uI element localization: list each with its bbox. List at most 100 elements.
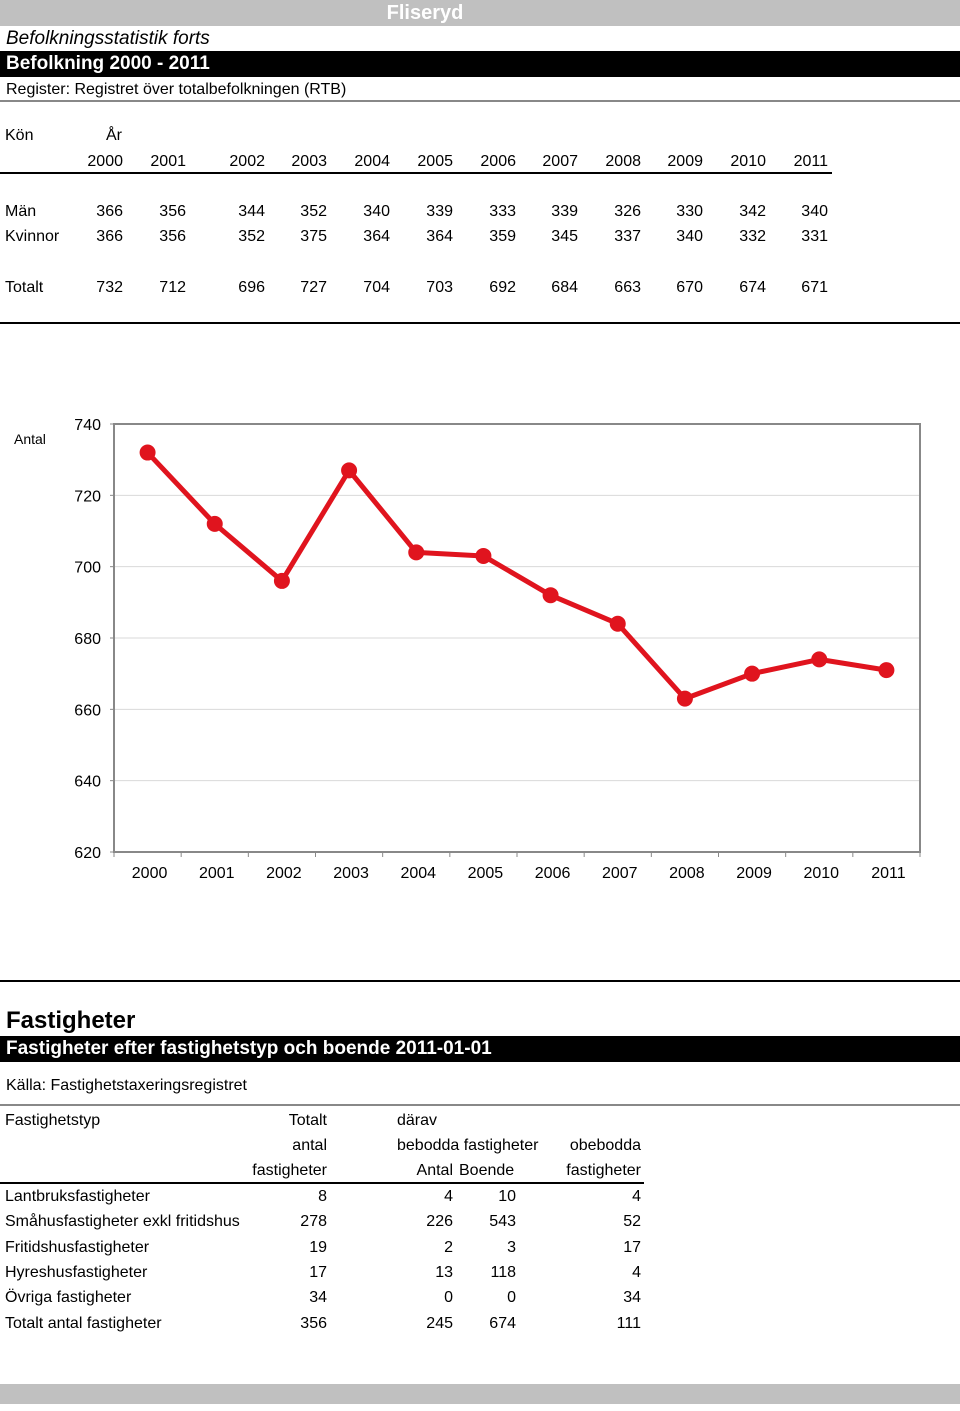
section-title-property: Fastigheter efter fastighetstyp och boen… (0, 1036, 960, 1062)
table-cell: 340 (801, 203, 828, 220)
x-tick-label: 2009 (736, 865, 772, 882)
table-cell: 339 (426, 203, 453, 220)
x-tick-label: 2002 (266, 865, 302, 882)
y-tick-label: 720 (74, 488, 101, 505)
property-count-cell: 2 (444, 1238, 453, 1256)
property-row-label: Totalt antal fastigheter (5, 1314, 162, 1332)
table-cell: 356 (159, 228, 186, 245)
data-point (139, 444, 156, 461)
top-bar (0, 0, 960, 26)
property-count-cell: 226 (426, 1213, 453, 1231)
year-row-underline (0, 172, 832, 174)
data-point (273, 572, 290, 589)
col-count-header: Antal (416, 1162, 453, 1179)
table-cell: 342 (739, 203, 766, 220)
property-total-cell: 356 (300, 1314, 327, 1332)
year-header: 2009 (667, 153, 703, 170)
data-point (744, 665, 761, 682)
property-residents-cell: 674 (489, 1314, 516, 1332)
table-cell: 727 (300, 279, 327, 296)
table-cell: 364 (426, 228, 453, 245)
property-uninhabited-cell: 34 (623, 1289, 641, 1307)
section-title-population: Befolkning 2000 - 2011 (0, 51, 960, 77)
table-divider (0, 322, 960, 324)
year-header: 2002 (229, 153, 265, 170)
property-count-cell: 0 (444, 1289, 453, 1307)
property-total-cell: 17 (309, 1263, 327, 1281)
table-cell: 712 (159, 279, 186, 296)
year-header: 2003 (291, 153, 327, 170)
population-line-chart: 620 640 660 680 700 720 740 2000 2001 2002 2003 20… (14, 417, 921, 882)
table-cell: 352 (300, 203, 327, 220)
series-line (145, 450, 887, 702)
property-residents-cell: 3 (507, 1238, 516, 1256)
table-cell: 366 (96, 228, 123, 245)
x-tick-label: 2010 (803, 865, 839, 882)
table-cell: 670 (676, 279, 703, 296)
property-source: Källa: Fastighetstaxeringsregistret (6, 1077, 247, 1094)
table-cell: 696 (238, 279, 265, 296)
y-axis-label: Antal (14, 431, 46, 447)
table-cell: 352 (238, 228, 265, 245)
property-total-cell: 19 (309, 1238, 327, 1256)
x-tick-label: 2001 (199, 865, 235, 882)
y-tick-label: 740 (74, 417, 101, 434)
x-tick-label: 2003 (333, 865, 369, 882)
property-uninhabited-cell: 52 (623, 1213, 641, 1231)
property-header-divider (0, 1104, 960, 1106)
col-total-header-3: fastigheter (252, 1162, 327, 1179)
y-tick-label: 620 (74, 845, 101, 862)
table-cell: 340 (363, 203, 390, 220)
table-cell: 732 (96, 279, 123, 296)
year-header: 2004 (354, 153, 390, 170)
year-header: 2000 (87, 153, 123, 170)
x-tick-label: 2008 (669, 865, 705, 882)
col-inhabited-header: bebodda fastigheter (397, 1137, 539, 1154)
year-header: 2001 (150, 153, 186, 170)
table-cell: 356 (159, 203, 186, 220)
property-residents-cell: 118 (490, 1263, 516, 1281)
data-point (878, 662, 895, 679)
y-tick-label: 660 (74, 702, 101, 719)
y-tick-label: 680 (74, 631, 101, 648)
col-uninhabited-header-2: fastigheter (566, 1162, 641, 1179)
year-header: 2011 (793, 153, 828, 170)
table-cell: 340 (676, 228, 703, 245)
x-tick-label: 2006 (535, 865, 571, 882)
data-point (341, 462, 358, 479)
table-cell: 663 (614, 279, 641, 296)
year-header: 2006 (480, 153, 516, 170)
table-cell: 692 (489, 279, 516, 296)
col-of-which-header: därav (397, 1112, 438, 1129)
row-label: Totalt (5, 279, 44, 296)
x-tick-label: 2005 (468, 865, 504, 882)
location-title: Fliseryd (386, 2, 464, 24)
table-cell: 703 (426, 279, 453, 296)
table-cell: 674 (739, 279, 766, 296)
series-title: Befolkningsstatistik forts (6, 28, 210, 49)
chart-divider (0, 980, 960, 982)
data-point (811, 651, 828, 668)
table-cell: 671 (801, 279, 828, 296)
property-total-cell: 8 (318, 1188, 327, 1205)
property-total-cell: 278 (300, 1213, 327, 1231)
table-cell: 332 (739, 228, 766, 245)
x-tick-label: 2000 (132, 865, 168, 882)
property-row-label: Hyreshusfastigheter (5, 1263, 148, 1281)
property-row-label: Lantbruksfastigheter (5, 1188, 150, 1205)
table-cell: 684 (551, 279, 578, 296)
table-cell: 364 (363, 228, 390, 245)
x-tick-label: 2011 (871, 865, 906, 882)
table-cell: 344 (238, 203, 265, 220)
data-point (609, 615, 626, 632)
property-residents-cell: 10 (498, 1188, 516, 1205)
header-divider (0, 100, 960, 102)
register-note: Register: Registret över totalbefolkning… (6, 81, 347, 98)
table-cell: 326 (614, 203, 641, 220)
property-uninhabited-cell: 17 (623, 1238, 641, 1256)
row-label: Kvinnor (5, 228, 60, 245)
table-cell: 339 (551, 203, 578, 220)
x-tick-label: 2007 (602, 865, 638, 882)
col-year-header: År (106, 127, 122, 144)
property-title: Fastigheter (6, 1007, 136, 1034)
